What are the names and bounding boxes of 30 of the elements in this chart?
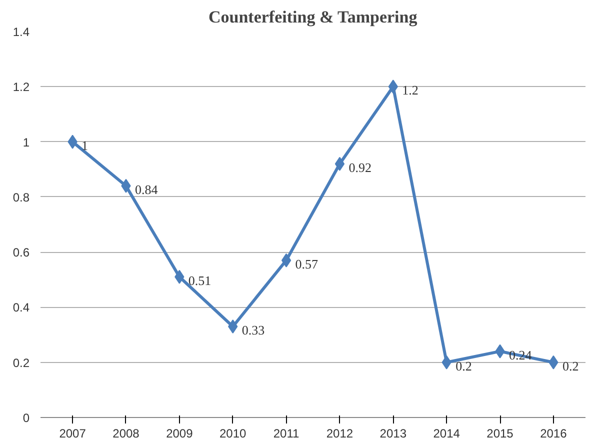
data-label: 1 bbox=[82, 138, 88, 153]
y-tick-label: 0.2 bbox=[12, 356, 30, 370]
x-tick-label: 2010 bbox=[220, 426, 247, 440]
chart-title: Counterfeiting & Tampering bbox=[208, 8, 418, 26]
data-label: 0.84 bbox=[134, 182, 158, 197]
x-tick-label: 2013 bbox=[380, 426, 407, 440]
y-tick-label: 1.2 bbox=[12, 80, 30, 94]
y-tick-label: 1 bbox=[22, 135, 30, 150]
x-tick-label: 2011 bbox=[273, 426, 300, 440]
data-label: 0.51 bbox=[188, 272, 212, 288]
data-label: 0.92 bbox=[348, 160, 372, 175]
data-label: 0.2 bbox=[562, 358, 579, 374]
y-tick-label: 0.4 bbox=[12, 300, 30, 315]
x-tick-label: 2007 bbox=[59, 426, 86, 440]
data-label: 0.2 bbox=[456, 358, 472, 374]
x-tick-label: 2016 bbox=[540, 426, 568, 440]
x-tick-label: 2009 bbox=[166, 426, 194, 440]
data-label: 0.57 bbox=[295, 256, 319, 272]
data-label: 0.33 bbox=[242, 322, 265, 338]
data-label: 1.2 bbox=[402, 82, 418, 98]
y-tick-label: 0.8 bbox=[12, 190, 30, 204]
x-tick-label: 2015 bbox=[486, 426, 514, 440]
x-tick-label: 2008 bbox=[112, 426, 140, 440]
y-tick-label: 1.4 bbox=[12, 25, 30, 39]
x-tick-label: 2014 bbox=[433, 426, 460, 440]
point bbox=[334, 156, 345, 171]
y-tick-label: 0.6 bbox=[12, 246, 30, 260]
x-tick-label: 2012 bbox=[326, 426, 354, 440]
y-tick-label: 0 bbox=[22, 411, 30, 425]
point bbox=[281, 253, 292, 268]
